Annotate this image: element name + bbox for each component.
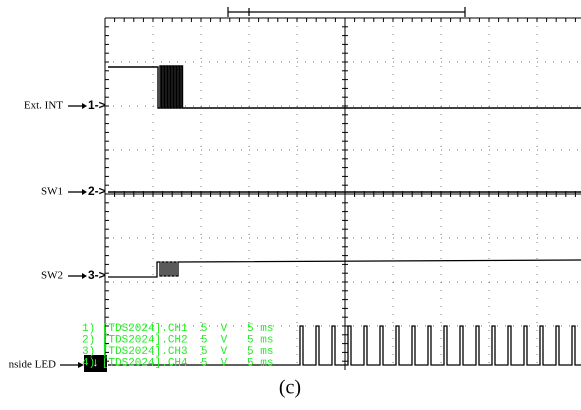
trigger-bracket — [228, 7, 465, 17]
channel-name: SW2 — [41, 270, 63, 282]
caption: (c) — [279, 377, 301, 399]
readout: 3) [TDS2024].CH3 5 V 5 ms — [82, 346, 273, 358]
channel-marker: 1-> — [88, 98, 106, 112]
channel-marker: 2-> — [88, 184, 106, 198]
readout: 4) [TDS2024].CH4 5 V 5 ms — [82, 357, 273, 369]
channel-name: Ext. INT — [24, 100, 63, 112]
label-arrowhead — [82, 189, 87, 195]
readouts: 1) [TDS2024].CH1 5 V 5 ms2) [TDS2024].CH… — [82, 323, 273, 370]
label-arrowhead — [82, 103, 87, 109]
label-arrowhead — [82, 273, 87, 279]
channel-name: nside LED — [9, 359, 56, 371]
channel-name: SW1 — [41, 186, 63, 198]
readout: 1) [TDS2024].CH1 5 V 5 ms — [82, 323, 273, 335]
channel-marker: 3-> — [88, 268, 106, 282]
readout: 2) [TDS2024].CH2 5 V 5 ms — [82, 334, 273, 346]
figure: Ext. INT1->SW12->SW23->nside LED↓ 1) [TD… — [0, 0, 581, 405]
